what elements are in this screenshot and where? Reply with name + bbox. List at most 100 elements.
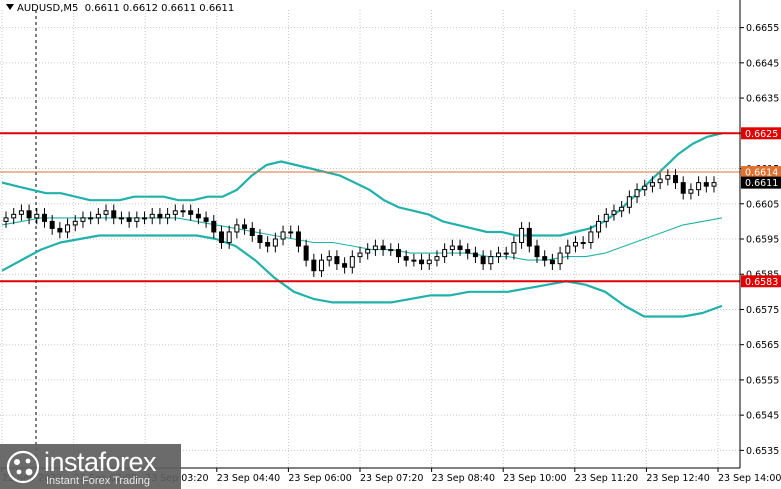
time-tick-label: 23 Sep 10:00 <box>503 473 566 484</box>
candle <box>211 215 217 239</box>
candle-body <box>434 256 440 261</box>
candle-body <box>457 245 463 251</box>
candle-body <box>142 217 148 220</box>
candle <box>657 172 663 189</box>
candle-body <box>634 189 640 198</box>
candle <box>411 253 417 267</box>
candle-body <box>103 210 109 215</box>
price-tick-label: 0.6645 <box>746 58 779 69</box>
bid-price-label: 0.6614 <box>745 168 778 179</box>
candle <box>496 246 502 263</box>
instaforex-watermark: instaforex Instant Forex Trading <box>0 444 181 489</box>
candle <box>280 225 286 246</box>
candle <box>157 207 163 225</box>
price-tick-label: 0.6545 <box>746 411 779 422</box>
candle-body <box>303 245 309 261</box>
candle <box>649 176 655 193</box>
candle-body <box>411 259 417 262</box>
candle <box>565 239 571 260</box>
dropdown-triangle-icon[interactable] <box>6 4 14 10</box>
candle <box>372 239 378 256</box>
candle-body <box>395 249 401 258</box>
candle-body <box>488 256 494 265</box>
candle-body <box>295 231 301 247</box>
candle-body <box>11 213 17 219</box>
candle-body <box>526 227 532 247</box>
candle-body <box>249 227 255 236</box>
price-levels <box>0 132 740 283</box>
candle <box>249 222 255 242</box>
candle-body <box>95 213 101 219</box>
candle-body <box>388 249 394 252</box>
candle-body <box>34 213 40 219</box>
candle <box>218 225 224 249</box>
candle <box>172 204 178 221</box>
price-axis[interactable]: 0.66550.66450.66350.66250.66150.66050.65… <box>739 0 779 468</box>
candle-body <box>696 182 702 191</box>
candle <box>696 176 702 197</box>
candle-body <box>372 245 378 251</box>
price-tick-label: 0.6575 <box>746 305 779 316</box>
candle <box>234 218 240 239</box>
candle <box>680 176 686 200</box>
candle <box>619 200 625 218</box>
candle-body <box>649 182 655 187</box>
candle-body <box>41 213 47 222</box>
candle <box>257 229 263 249</box>
candle <box>434 250 440 267</box>
candle <box>118 211 124 225</box>
candle-body <box>3 217 9 222</box>
candle <box>403 250 409 267</box>
candle-body <box>496 252 502 258</box>
candle <box>542 250 548 267</box>
candle-body <box>49 220 55 229</box>
candle <box>57 222 63 239</box>
candle <box>272 232 278 253</box>
candle-body <box>380 245 386 251</box>
candle-body <box>57 227 63 233</box>
candle-body <box>334 256 340 265</box>
candle <box>49 215 55 235</box>
price-tick-label: 0.6555 <box>746 375 779 386</box>
candle-body <box>403 256 409 261</box>
candle-body <box>542 256 548 261</box>
candle-body <box>172 210 178 215</box>
candle-body <box>326 256 332 261</box>
candle <box>18 204 24 221</box>
candle-body <box>480 256 486 265</box>
candle-body <box>118 217 124 220</box>
candle-body <box>619 206 625 212</box>
candle-body <box>442 249 448 258</box>
candle <box>480 250 486 271</box>
candle <box>519 222 525 249</box>
candle-body <box>226 231 232 244</box>
candle <box>149 207 155 225</box>
chart-grid <box>0 10 740 468</box>
candle <box>111 204 117 225</box>
candle <box>342 257 348 274</box>
candle <box>711 176 717 193</box>
symbol-label: AUDUSD,M5 <box>17 3 79 14</box>
candle <box>80 211 86 228</box>
candle <box>596 215 602 239</box>
candle-body <box>419 259 425 265</box>
candle <box>634 183 640 204</box>
candle <box>295 225 301 253</box>
candle <box>242 218 248 235</box>
candle <box>41 207 47 228</box>
candle-body <box>626 196 632 208</box>
candle-body <box>319 259 325 272</box>
candle <box>334 250 340 271</box>
instaforex-logo-icon <box>6 450 40 484</box>
candle <box>195 207 201 225</box>
candle-body <box>642 185 648 191</box>
candle <box>388 243 394 256</box>
watermark-brand: instaforex <box>44 447 157 477</box>
candle-body <box>80 217 86 222</box>
candle <box>357 246 363 263</box>
candle <box>549 253 555 271</box>
candle <box>134 211 140 228</box>
candle-body <box>673 175 679 184</box>
candle <box>472 246 478 263</box>
